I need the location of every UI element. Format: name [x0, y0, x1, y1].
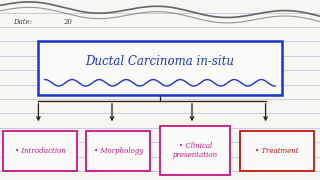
Text: 20: 20: [64, 18, 73, 26]
Text: Ductal Carcinoma in-situ: Ductal Carcinoma in-situ: [85, 55, 235, 68]
FancyBboxPatch shape: [160, 126, 230, 175]
Text: • Introduction: • Introduction: [15, 147, 65, 155]
Text: • Clinical
presentation: • Clinical presentation: [172, 142, 218, 159]
FancyBboxPatch shape: [240, 131, 314, 171]
Text: • Morphology: • Morphology: [94, 147, 143, 155]
Text: • Treatment: • Treatment: [255, 147, 299, 155]
FancyBboxPatch shape: [3, 131, 77, 171]
FancyBboxPatch shape: [86, 131, 150, 171]
Text: Date:: Date:: [13, 18, 32, 26]
FancyBboxPatch shape: [38, 41, 282, 95]
